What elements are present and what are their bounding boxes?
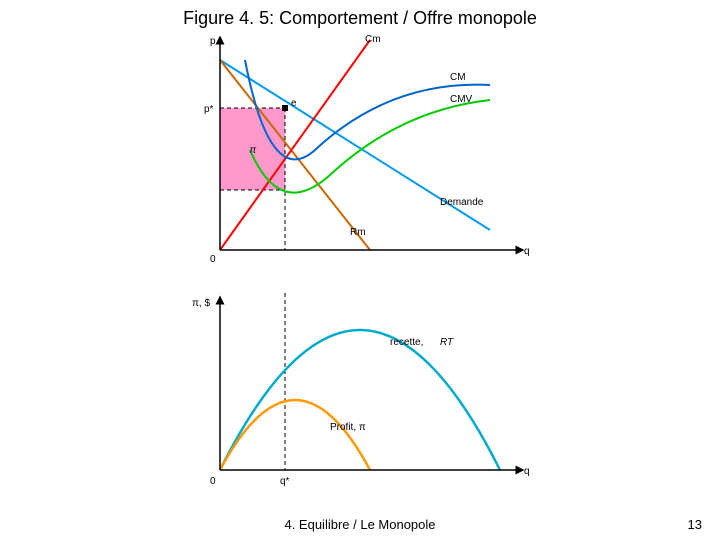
profit-label: Profit, π <box>330 422 366 433</box>
x-axis-label-bottom: q <box>524 466 530 477</box>
cm-label: Cm <box>365 34 381 45</box>
origin-label-bottom: 0 <box>210 476 216 487</box>
rt-label: RT <box>440 337 454 348</box>
e-label: e <box>291 98 297 109</box>
x-axis-label: q <box>524 246 530 257</box>
avg-var-cost-label: CMV <box>450 94 473 105</box>
revenue-profit-chart: π, $ q 0 q* recette, RT Profit, π <box>190 290 530 500</box>
figure-title: Figure 4. 5: Comportement / Offre monopo… <box>0 8 720 29</box>
equilibrium-point <box>282 105 288 111</box>
monopoly-price-chart: p q 0 p* e π Cm CM CMV Demande Rm <box>190 30 530 270</box>
q-star-label: q* <box>280 476 290 487</box>
avg-cost-label: CM <box>450 72 466 83</box>
origin-label: 0 <box>210 254 216 265</box>
total-revenue-curve <box>220 330 500 470</box>
pi-label: π <box>250 145 257 156</box>
p-star-label: p* <box>204 104 214 115</box>
footer-caption: 4. Equilibre / Le Monopole <box>0 517 720 532</box>
avg-variable-cost-curve <box>250 100 490 193</box>
y-axis-label: p <box>210 36 216 47</box>
profit-curve <box>220 400 370 470</box>
page-number: 13 <box>688 517 702 532</box>
recette-label: recette, <box>390 337 423 348</box>
demand-label: Demande <box>440 197 484 208</box>
y-axis-label-bottom: π, $ <box>192 298 210 309</box>
rm-label: Rm <box>350 227 366 238</box>
